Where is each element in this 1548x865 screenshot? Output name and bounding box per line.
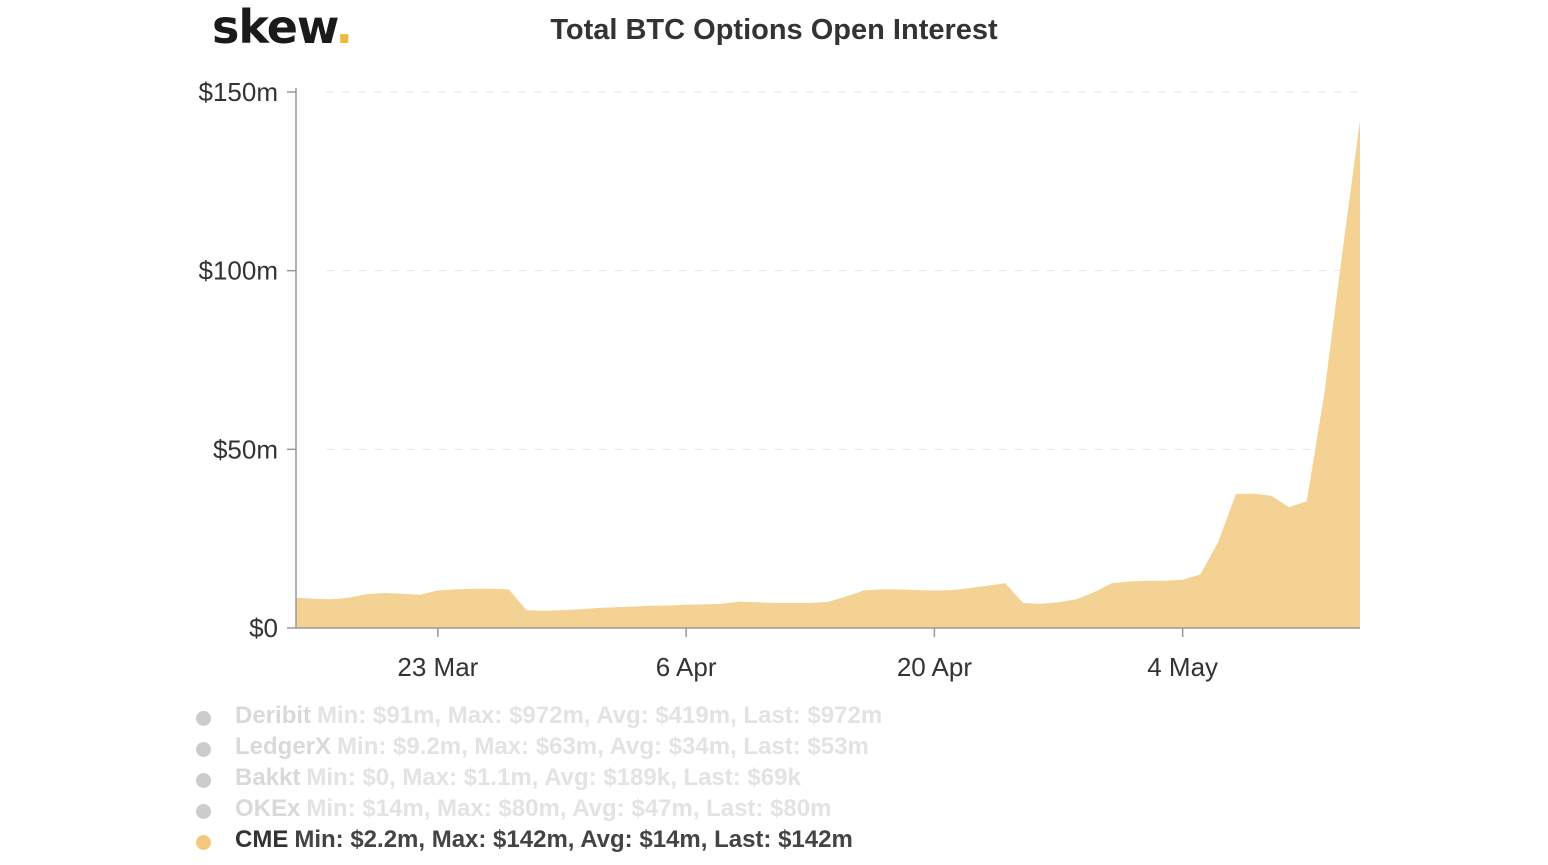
legend-item-ledgerx[interactable]: LedgerX Min: $9.2m, Max: $63m, Avg: $34m,…: [192, 731, 882, 762]
legend-series-stats: Min: $9.2m, Max: $63m, Avg: $34m, Last: …: [337, 732, 869, 760]
legend-series-stats: Min: $2.2m, Max: $142m, Avg: $14m, Last:…: [294, 825, 853, 853]
legend-item-bakkt[interactable]: Bakkt Min: $0, Max: $1.1m, Avg: $189k, La…: [192, 762, 882, 793]
legend-series-stats: Min: $0, Max: $1.1m, Avg: $189k, Last: $…: [306, 763, 801, 791]
legend-series-name: Deribit: [235, 701, 312, 729]
skew-logo: skew.: [212, 0, 354, 54]
axes: [295, 88, 1360, 629]
legend-series-stats: Min: $91m, Max: $972m, Avg: $419m, Last:…: [317, 701, 883, 729]
y-tick-label: $100m: [199, 256, 279, 286]
logo-text: skew: [212, 0, 336, 54]
y-tick-label: $50m: [213, 434, 278, 464]
legend-marker-icon: [196, 835, 211, 850]
legend-item-cme[interactable]: CME Min: $2.2m, Max: $142m, Avg: $14m, La…: [192, 824, 882, 855]
chart-title: Total BTC Options Open Interest: [550, 14, 998, 46]
x-tick-label: 6 Apr: [656, 652, 717, 682]
series-area-cme: [296, 120, 1360, 628]
legend-marker-icon: [196, 711, 211, 726]
legend-series-stats: Min: $14m, Max: $80m, Avg: $47m, Last: $…: [306, 794, 832, 822]
chart-legend: Deribit Min: $91m, Max: $972m, Avg: $419m…: [192, 700, 882, 855]
legend-item-deribit[interactable]: Deribit Min: $91m, Max: $972m, Avg: $419m…: [192, 700, 882, 731]
legend-marker-icon: [196, 804, 211, 819]
chart-title-container: Total BTC Options Open Interest: [0, 14, 1548, 47]
logo-dot: .: [335, 0, 354, 54]
legend-series-name: Bakkt: [235, 763, 301, 791]
legend-series-name: CME: [235, 825, 289, 853]
grid-lines: [326, 91, 1360, 450]
x-tick-label: 23 Mar: [397, 652, 478, 682]
legend-marker-icon: [196, 742, 211, 757]
legend-marker-icon: [196, 773, 211, 788]
series-area-group: [296, 120, 1360, 628]
x-axis-ticks: 23 Mar 6 Apr 20 Apr 4 May: [397, 628, 1218, 682]
legend-series-name: OKEx: [235, 794, 301, 822]
y-tick-label: $0: [249, 613, 278, 643]
legend-item-okex[interactable]: OKEx Min: $14m, Max: $80m, Avg: $47m, Las…: [192, 793, 882, 824]
chart-svg: $0 $50m $100m $150m 23 Mar 6 Apr 20 Apr 4 May: [199, 77, 1360, 682]
x-tick-label: 4 May: [1147, 652, 1218, 682]
legend-series-name: LedgerX: [235, 732, 332, 760]
y-tick-label: $150m: [199, 77, 279, 107]
y-axis-ticks: $0 $50m $100m $150m: [199, 77, 296, 643]
x-tick-label: 20 Apr: [897, 652, 973, 682]
